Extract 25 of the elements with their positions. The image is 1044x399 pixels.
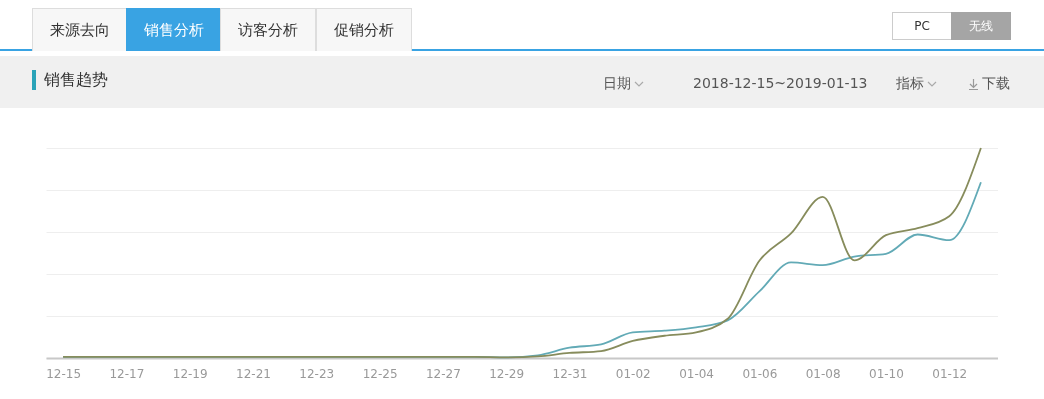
text: 下载 [981, 74, 1010, 92]
x-tick-label: 12-27 [425, 366, 461, 381]
x-tick-label: 12-19 [172, 366, 208, 381]
x-tick-label: 01-12 [932, 366, 968, 381]
text: PC [892, 12, 952, 40]
text: 2018-12-15~2019-01-13 [693, 74, 868, 92]
x-tick-label: 01-02 [615, 366, 651, 381]
x-tick-label: 12-21 [236, 366, 271, 381]
x-tick-label: 01-06 [742, 366, 778, 381]
text: 无线 [951, 12, 1011, 40]
text: 促销分析 [316, 8, 412, 51]
x-tick-label: 01-10 [869, 366, 904, 381]
text: 来源去向 [32, 8, 128, 51]
x-tick-label: 12-29 [489, 366, 525, 381]
x-tick-label: 12-25 [362, 366, 398, 381]
text: 指标 [896, 74, 925, 92]
text: 日期 [603, 74, 632, 92]
x-tick-label: 01-08 [805, 366, 841, 381]
x-tick-label: 12-23 [299, 366, 335, 381]
chart-title: 销售趋势 [32, 70, 108, 90]
x-tick-label: 01-04 [679, 366, 715, 381]
x-tick-label: 12-15 [46, 366, 82, 381]
x-tick-label: 12-31 [552, 366, 588, 381]
x-tick-label: 12-17 [109, 366, 145, 381]
text: 访客分析 [220, 8, 316, 51]
